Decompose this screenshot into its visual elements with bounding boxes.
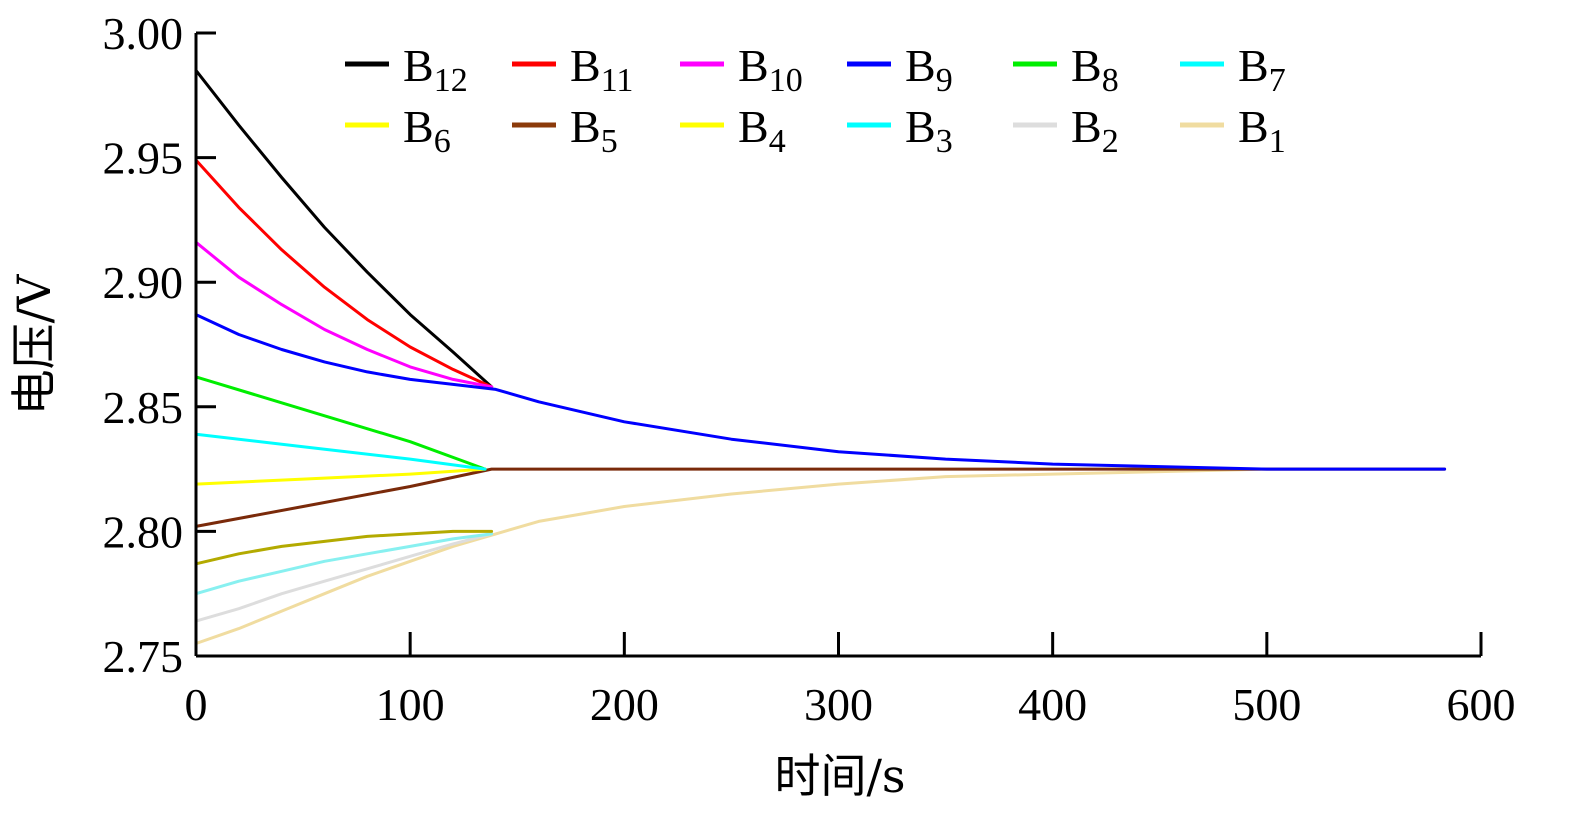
legend-label-base: B <box>905 101 936 152</box>
legend-item-b5: B5 <box>512 101 618 160</box>
legend-label: B10 <box>738 40 803 99</box>
legend-item-b10: B10 <box>680 40 803 99</box>
x-tick-label: 500 <box>1232 679 1301 730</box>
series-line-b8 <box>194 375 487 471</box>
legend-label-base: B <box>570 40 601 91</box>
series-line-b12 <box>194 68 494 389</box>
legend-item-b6: B6 <box>345 101 451 160</box>
legend-label-subscript: 12 <box>434 62 468 99</box>
legend-item-b11: B11 <box>512 40 633 99</box>
series-line-b1 <box>194 467 1447 645</box>
legend-label-base: B <box>403 40 434 91</box>
x-tick-label: 400 <box>1018 679 1087 730</box>
series-line-b5 <box>194 467 1447 528</box>
series-layer <box>194 68 1447 645</box>
ticks-layer: 0 100 200 300 400 500 600 2.75 2.80 2.85 2.90 2.95 3… <box>103 8 1516 730</box>
legend-label: B11 <box>570 40 633 99</box>
legend-label: B8 <box>1071 40 1119 99</box>
legend-label-subscript: 11 <box>601 62 634 99</box>
legend-label-subscript: 4 <box>769 123 786 160</box>
legend-label-base: B <box>1238 40 1269 91</box>
legend-label: B1 <box>1238 101 1286 160</box>
legend-label: B4 <box>738 101 786 160</box>
x-tick-label: 100 <box>376 679 445 730</box>
y-tick-label: 2.75 <box>103 631 184 682</box>
legend-label-subscript: 8 <box>1102 62 1119 99</box>
series-line-b9 <box>194 313 1447 471</box>
series-line-b3 <box>194 532 494 596</box>
legend-item-b4: B4 <box>680 101 786 160</box>
y-tick-label: 2.95 <box>103 133 184 184</box>
legend-item-b12: B12 <box>345 40 468 99</box>
legend-label-base: B <box>570 101 601 152</box>
legend-label: B6 <box>403 101 451 160</box>
x-tick-label: 300 <box>804 679 873 730</box>
x-tick-label: 600 <box>1447 679 1516 730</box>
series-line-b2 <box>194 532 494 623</box>
legend-label: B7 <box>1238 40 1286 99</box>
legend-label-base: B <box>1071 101 1102 152</box>
legend-label-subscript: 7 <box>1269 62 1286 99</box>
legend-label-subscript: 9 <box>936 62 953 99</box>
y-tick-label: 2.90 <box>103 257 184 308</box>
legend-label: B12 <box>403 40 468 99</box>
legend-label-subscript: 3 <box>936 123 953 160</box>
y-tick-label: 2.85 <box>103 382 184 433</box>
x-tick-label: 0 <box>185 679 208 730</box>
legend-label-subscript: 2 <box>1102 123 1119 160</box>
legend-item-b1: B1 <box>1180 101 1286 160</box>
legend-item-b7: B7 <box>1180 40 1286 99</box>
series-line-b4 <box>194 529 494 566</box>
legend-item-b8: B8 <box>1013 40 1119 99</box>
legend-item-b3: B3 <box>847 101 953 160</box>
series-line-b11 <box>194 158 494 389</box>
legend-label-base: B <box>1071 40 1102 91</box>
legend-label: B3 <box>905 101 953 160</box>
y-tick-label: 2.80 <box>103 506 184 557</box>
x-axis-title: 时间/s <box>774 749 905 803</box>
legend-label-base: B <box>403 101 434 152</box>
legend-item-b9: B9 <box>847 40 953 99</box>
legend-label-base: B <box>738 40 769 91</box>
legend-item-b2: B2 <box>1013 101 1119 160</box>
series-line-b10 <box>194 240 494 389</box>
legend-label: B5 <box>570 101 618 160</box>
legend-label-subscript: 10 <box>769 62 803 99</box>
legend-label-base: B <box>905 40 936 91</box>
legend-label: B9 <box>905 40 953 99</box>
x-tick-label: 200 <box>590 679 659 730</box>
legend-label-base: B <box>1238 101 1269 152</box>
y-axis-title: 电压/V <box>7 274 61 415</box>
series-line-b6 <box>194 467 487 486</box>
legend-label-base: B <box>738 101 769 152</box>
legend-label-subscript: 5 <box>601 123 618 160</box>
y-tick-label: 3.00 <box>103 8 184 59</box>
legend-label: B2 <box>1071 101 1119 160</box>
legend-label-subscript: 6 <box>434 123 451 160</box>
series-line-b7 <box>194 432 487 471</box>
legend-label-subscript: 1 <box>1269 123 1286 160</box>
